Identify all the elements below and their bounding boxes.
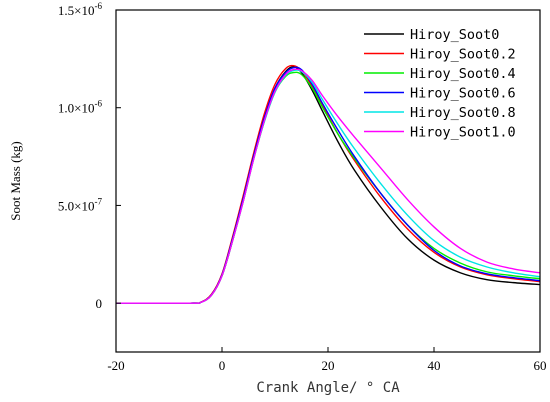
y-axis-title: Soot Mass (kg) (8, 141, 23, 220)
x-tick-label: 60 (534, 358, 547, 373)
legend-label: Hiroy_Soot0.2 (410, 47, 516, 63)
y-tick-exponent: -6 (95, 1, 103, 11)
legend-label: Hiroy_Soot0.4 (410, 66, 516, 82)
x-axis-title: Crank Angle/ ° CA (256, 380, 400, 396)
legend-label: Hiroy_Soot0.6 (410, 86, 516, 102)
y-tick-label: 1.5×10-6 (58, 1, 103, 18)
y-tick-label: 1.0×10-6 (58, 99, 103, 116)
x-axis-ticks: -20 0 20 40 60 (107, 347, 547, 373)
legend-label: Hiroy_Soot0.8 (410, 105, 516, 121)
x-tick-label: 0 (219, 358, 226, 373)
y-tick-label: 5.0×10-7 (58, 196, 103, 213)
y-tick-label: 0 (96, 296, 103, 311)
series-line-0 (115, 65, 541, 304)
plot-lines (115, 64, 541, 304)
x-tick-label: -20 (107, 358, 124, 373)
y-tick-exponent: -6 (95, 99, 103, 109)
y-tick-exponent: -7 (95, 196, 103, 206)
legend-label: Hiroy_Soot1.0 (410, 125, 516, 141)
y-axis-ticks: 0 5.0×10-7 1.0×10-6 1.5×10-6 (58, 1, 121, 311)
legend: Hiroy_Soot0 Hiroy_Soot0.2 Hiroy_Soot0.4 Hir… (364, 27, 516, 141)
x-tick-label: 20 (322, 358, 335, 373)
series-line-5 (115, 68, 541, 304)
legend-label: Hiroy_Soot0 (410, 27, 499, 43)
x-tick-label: 40 (428, 358, 441, 373)
